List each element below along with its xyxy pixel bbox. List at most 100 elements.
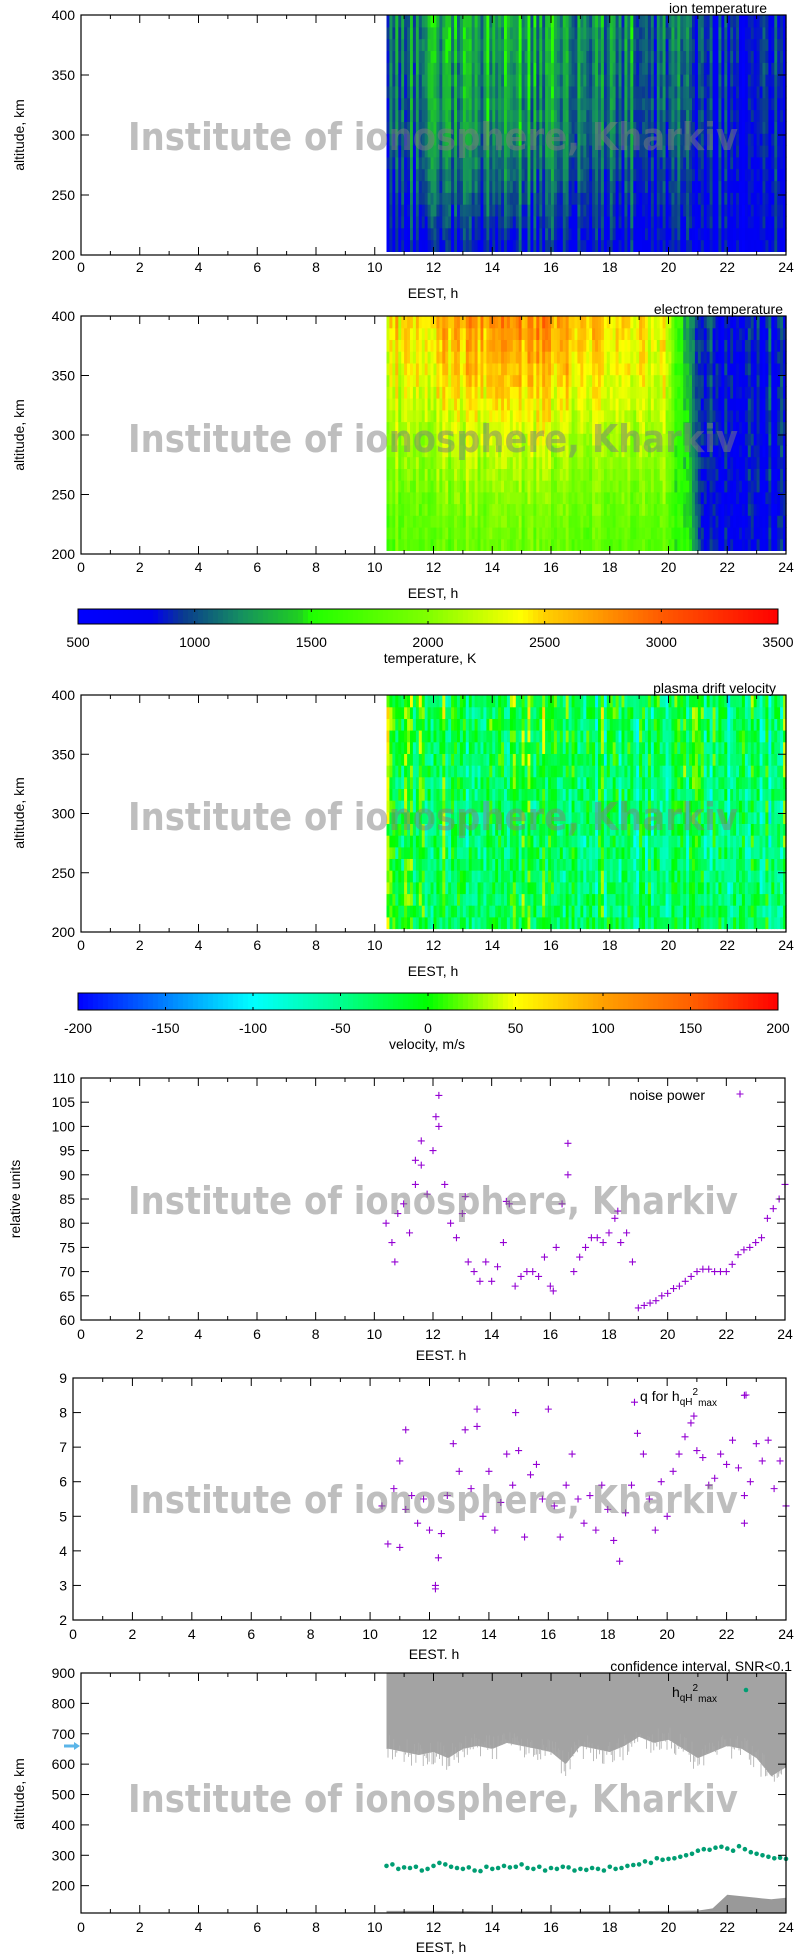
- heatmap-cell: [680, 38, 684, 51]
- heatmap-cell: [433, 168, 437, 182]
- heatmap-cell: [592, 339, 596, 352]
- heatmap-cell: [724, 97, 728, 111]
- heatmap-cell: [548, 145, 552, 158]
- heatmap-cell: [624, 409, 628, 423]
- heatmap-cell: [504, 204, 508, 217]
- heatmap-cell: [421, 398, 426, 411]
- heatmap-cell: [509, 327, 514, 340]
- heatmap-cell: [639, 145, 643, 158]
- heatmap-cell: [577, 468, 581, 481]
- heatmap-cell: [415, 444, 420, 458]
- heatmap-cell: [424, 421, 429, 434]
- heatmap-cell: [645, 15, 649, 28]
- heatmap-cell: [545, 374, 549, 387]
- heatmap-cell: [412, 156, 417, 170]
- heatmap-cell: [656, 409, 661, 423]
- heatmap-cell: [483, 74, 487, 87]
- heatmap-cell: [777, 204, 781, 217]
- heatmap-cell: [609, 109, 614, 122]
- heatmap-cell: [501, 527, 505, 540]
- heatmap-cell: [489, 456, 493, 469]
- heatmap-cell: [548, 480, 552, 493]
- heatmap-cell: [433, 351, 437, 364]
- heatmap-cell: [404, 50, 408, 63]
- heatmap-cell: [448, 398, 452, 411]
- heatmap-cell: [501, 456, 505, 469]
- heatmap-cell: [509, 527, 514, 540]
- heatmap-cell: [671, 168, 675, 182]
- heatmap-cell: [762, 145, 766, 158]
- heatmap-cell: [630, 398, 634, 411]
- heatmap-cell: [709, 204, 714, 217]
- heatmap-cell: [741, 239, 746, 252]
- heatmap-cell: [412, 15, 417, 28]
- heatmap-cell: [680, 192, 684, 205]
- heatmap-cell: [741, 74, 746, 87]
- heatmap-cell: [545, 204, 549, 217]
- heatmap-cell: [677, 121, 681, 134]
- heatmap-cell: [589, 515, 593, 528]
- heatmap-cell: [486, 362, 490, 376]
- heatmap-cell: [630, 50, 634, 63]
- heatmap-cell: [412, 527, 417, 540]
- heatmap-cell: [565, 215, 570, 229]
- heatmap-cell: [598, 409, 602, 423]
- heatmap-cell: [448, 192, 452, 205]
- heatmap-cell: [533, 386, 537, 399]
- heatmap-cell: [559, 227, 564, 241]
- heatmap-cell: [686, 316, 690, 329]
- heatmap-cell: [627, 74, 631, 87]
- heatmap-cell: [407, 444, 411, 458]
- heatmap-cell: [448, 38, 452, 51]
- heatmap-cell: [553, 50, 558, 63]
- heatmap-cell: [624, 362, 628, 376]
- heatmap-cell: [753, 109, 758, 122]
- heatmap-cell: [595, 538, 599, 551]
- heatmap-cell: [592, 351, 596, 364]
- heatmap-cell: [562, 480, 567, 493]
- heatmap-cell: [706, 491, 711, 505]
- heatmap-cell: [592, 515, 596, 528]
- heatmap-cell: [445, 538, 449, 551]
- heatmap-cell: [462, 316, 467, 329]
- heatmap-cell: [404, 468, 408, 481]
- heatmap-cell: [615, 327, 620, 340]
- heatmap-cell: [721, 26, 725, 40]
- heatmap-cell: [653, 38, 658, 51]
- heatmap-cell: [636, 180, 640, 193]
- heatmap-cell: [471, 386, 476, 399]
- heatmap-cell: [415, 50, 420, 63]
- heatmap-cell: [559, 316, 564, 329]
- heatmap-cell: [697, 156, 702, 170]
- heatmap-cell: [465, 374, 470, 387]
- heatmap-cell: [524, 239, 529, 252]
- heatmap-cell: [624, 227, 628, 241]
- heatmap-cell: [759, 180, 764, 193]
- heatmap-cell: [386, 421, 390, 434]
- heatmap-cell: [668, 156, 672, 170]
- heatmap-cell: [521, 339, 526, 352]
- heatmap-cell: [436, 386, 440, 399]
- heatmap-cell: [662, 74, 667, 87]
- heatmap-cell: [489, 38, 493, 51]
- heatmap-cell: [633, 239, 637, 252]
- heatmap-cell: [524, 386, 529, 399]
- heatmap-cell: [683, 227, 687, 241]
- heatmap-cell: [527, 409, 531, 423]
- heatmap-cell: [515, 74, 520, 87]
- heatmap-cell: [474, 480, 479, 493]
- heatmap-cell: [512, 421, 517, 434]
- heatmap-cell: [477, 50, 482, 63]
- heatmap-cell: [615, 538, 620, 551]
- heatmap-cell: [421, 421, 426, 434]
- heatmap-cell: [480, 339, 484, 352]
- heatmap-cell: [592, 374, 596, 387]
- heatmap-cell: [680, 85, 684, 99]
- heatmap-cell: [551, 515, 555, 528]
- x-tick-label: 2: [136, 259, 144, 275]
- heatmap-cell: [647, 50, 652, 63]
- heatmap-cell: [477, 180, 482, 193]
- heatmap-cell: [674, 239, 678, 252]
- heatmap-cell: [627, 192, 631, 205]
- heatmap-cell: [542, 398, 546, 411]
